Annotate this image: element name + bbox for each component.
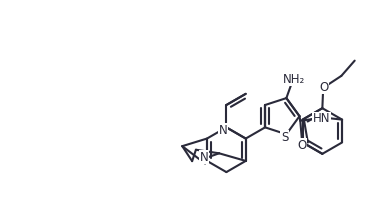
Text: S: S (281, 131, 288, 144)
Text: O: O (320, 81, 329, 94)
Text: NH₂: NH₂ (283, 73, 305, 86)
Text: N: N (219, 124, 228, 137)
Text: N: N (200, 151, 208, 164)
Text: HN: HN (312, 112, 330, 125)
Text: O: O (298, 139, 307, 152)
